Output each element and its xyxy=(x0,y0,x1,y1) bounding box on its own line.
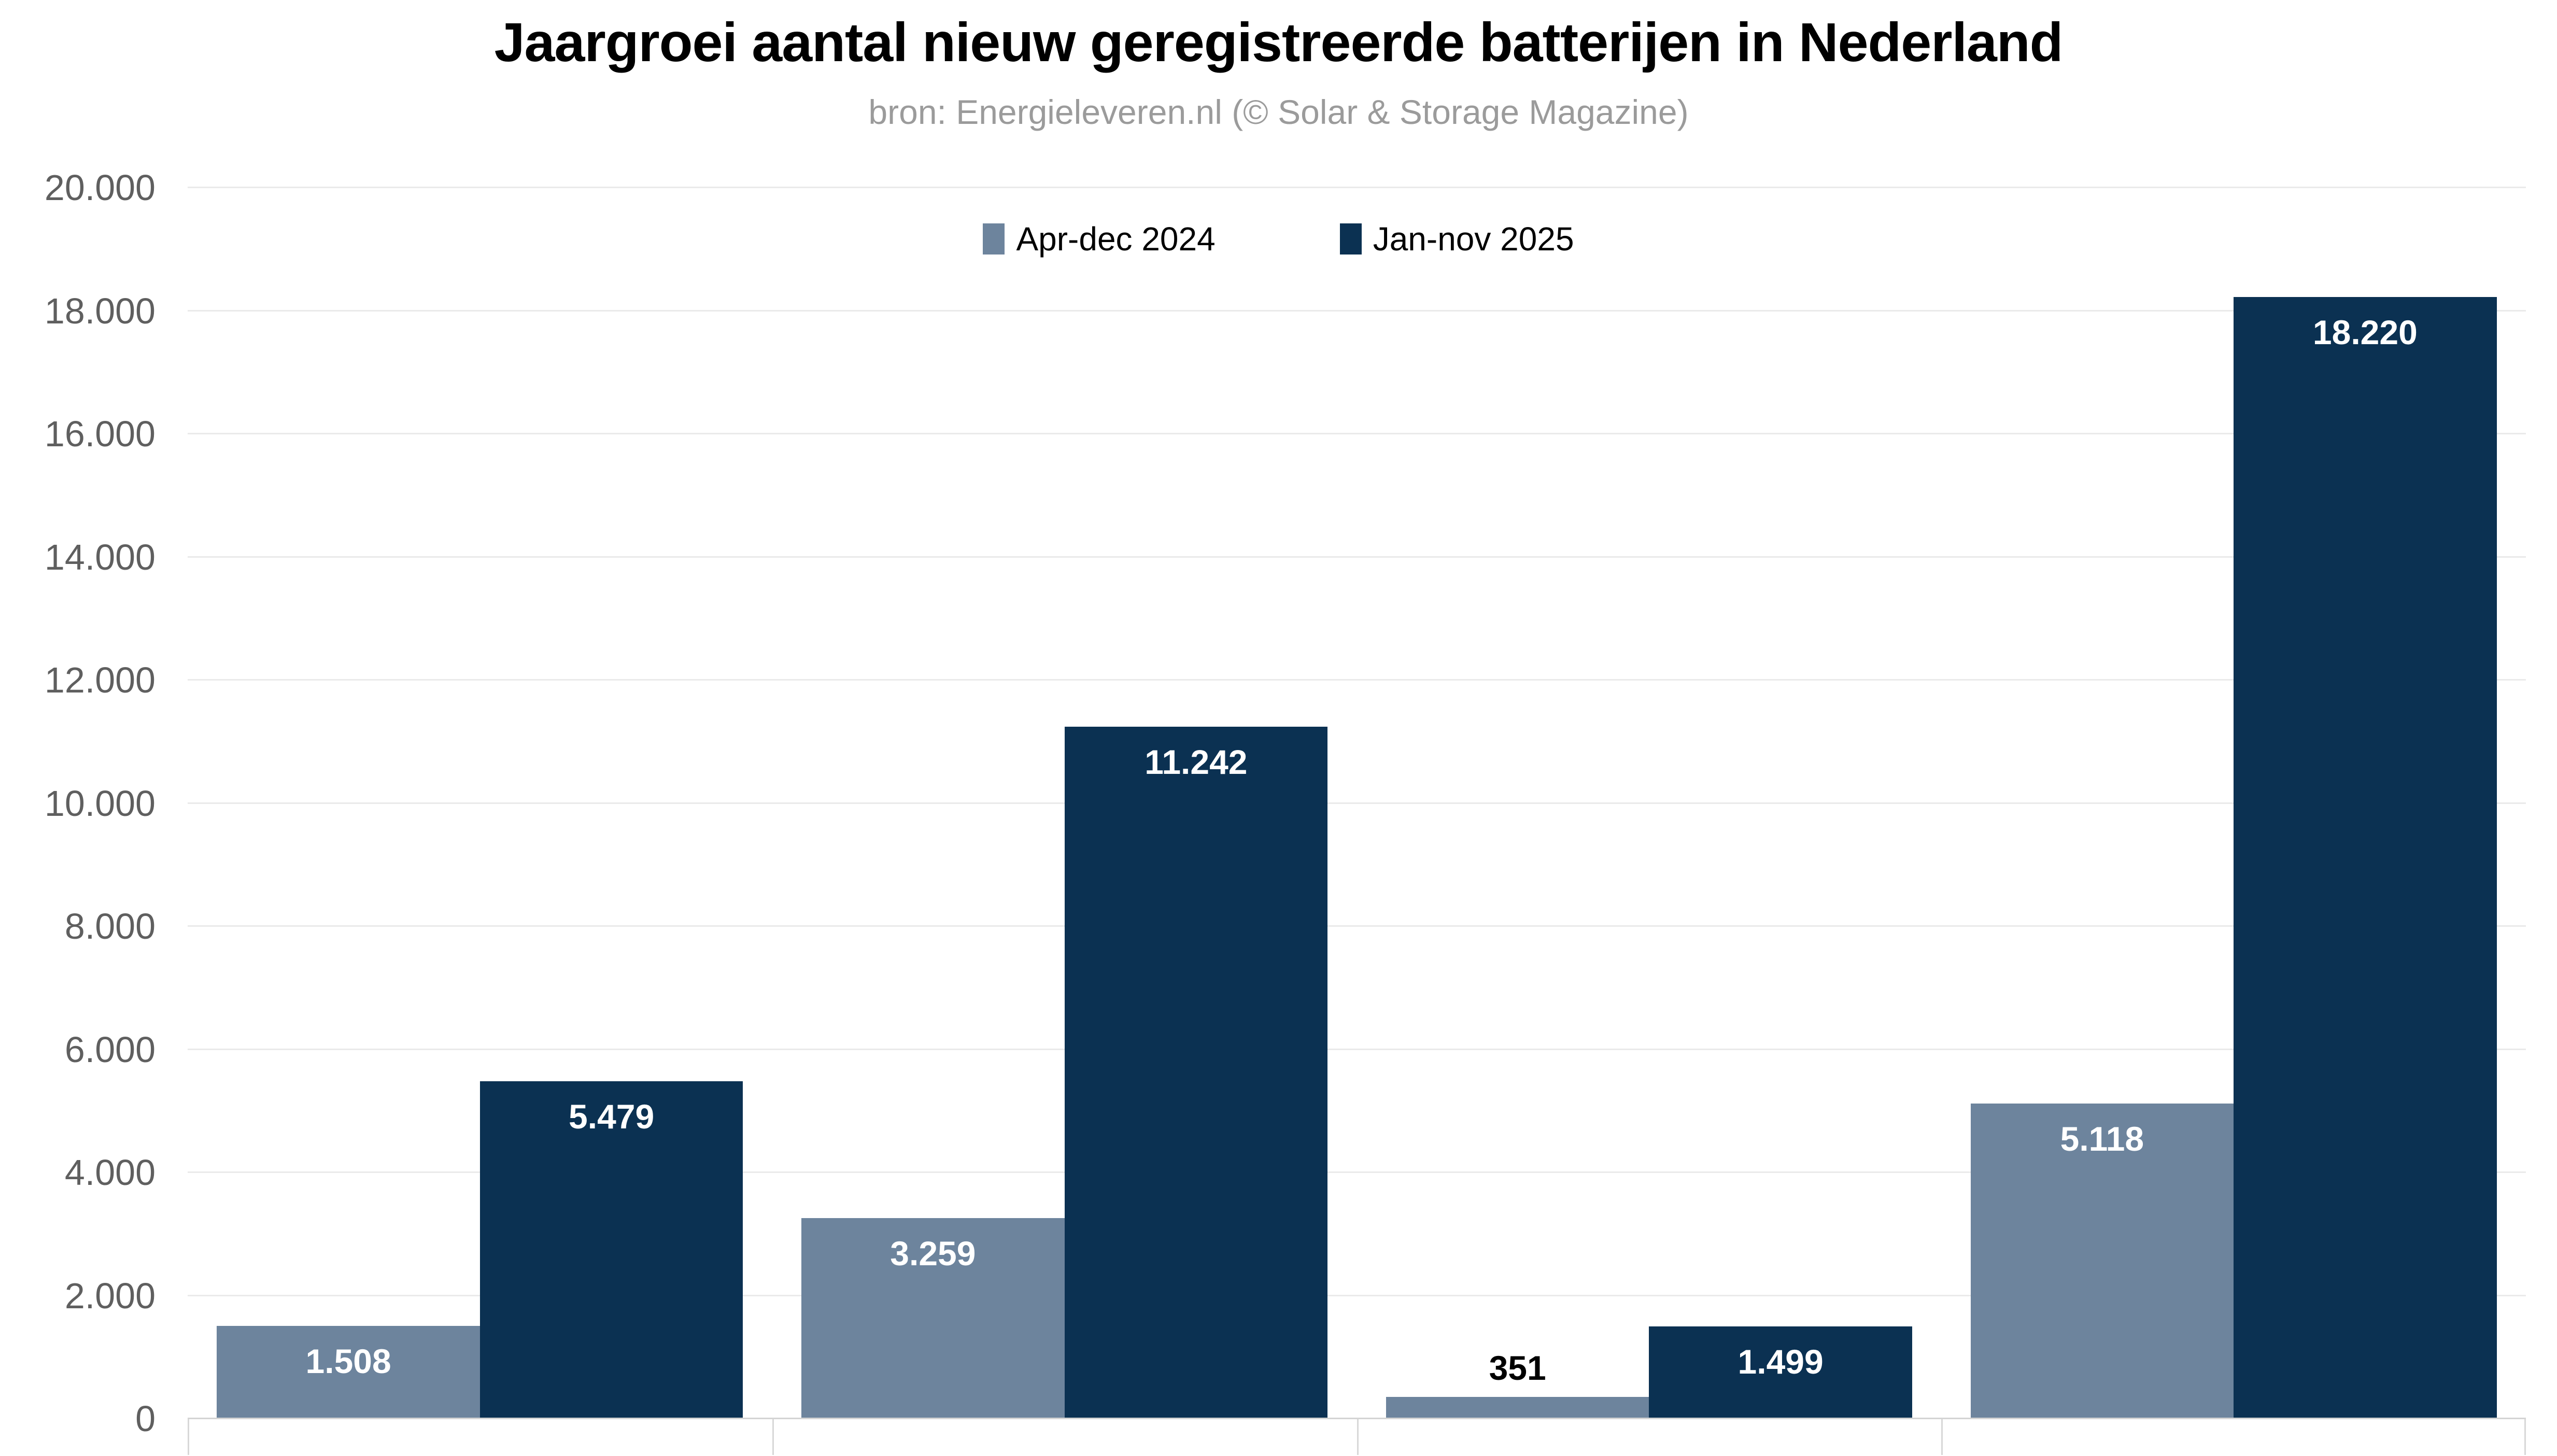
bar-group-2: 3.259 11.242 xyxy=(772,188,1357,1419)
gridline xyxy=(188,309,2526,312)
gridline xyxy=(188,556,2526,558)
bar-value-label: 351 xyxy=(1489,1349,1546,1388)
y-tick-label: 12.000 xyxy=(44,660,156,700)
bar-apr-dec-2024-group-3: 351 xyxy=(1386,1349,1649,1419)
x-axis-tick xyxy=(772,1419,774,1455)
y-tick-label: 14.000 xyxy=(44,536,156,577)
chart-subtitle: bron: Energieleveren.nl (© Solar & Stora… xyxy=(868,93,1689,131)
legend-label: Jan-nov 2025 xyxy=(1373,220,1574,258)
gridline xyxy=(188,925,2526,927)
gridline xyxy=(188,1294,2526,1296)
bar-jan-nov-2025-group-4: 18.220 xyxy=(2234,297,2497,1419)
y-tick-label: 6.000 xyxy=(64,1029,156,1070)
y-tick-label: 2.000 xyxy=(64,1275,156,1316)
gridline xyxy=(188,1048,2526,1050)
y-tick-label: 8.000 xyxy=(64,906,156,946)
bar-group-4: 5.118 18.220 xyxy=(1941,188,2526,1419)
x-axis-tick xyxy=(1941,1419,1943,1455)
bar-value-label: 1.499 xyxy=(1737,1342,1824,1381)
bar-value-label: 11.242 xyxy=(1145,743,1248,782)
x-axis-tick xyxy=(1357,1419,1359,1455)
bar-apr-dec-2024-group-4: 5.118 xyxy=(1970,1104,2234,1419)
bar-jan-nov-2025-group-1: 5.479 xyxy=(479,1081,743,1419)
y-tick-label: 18.000 xyxy=(44,290,156,331)
legend-item-jan-nov-2025: Jan-nov 2025 xyxy=(1339,220,1574,258)
legend-label: Apr-dec 2024 xyxy=(1016,220,1216,258)
bar-group-1: 1.508 5.479 xyxy=(188,188,772,1419)
bar-jan-nov-2025-group-3: 1.499 xyxy=(1649,1326,1912,1419)
gridline xyxy=(188,679,2526,681)
legend: Apr-dec 2024 Jan-nov 2025 xyxy=(0,220,2557,258)
y-tick-label: 20.000 xyxy=(44,167,156,208)
bar-value-label: 18.220 xyxy=(2312,313,2418,352)
x-axis-baseline xyxy=(188,1418,2526,1419)
chart-title: Jaargroei aantal nieuw geregistreerde ba… xyxy=(494,12,2064,73)
x-axis-tick xyxy=(188,1419,189,1455)
y-tick-label: 0 xyxy=(135,1398,156,1439)
bar-value-label: 5.118 xyxy=(2060,1120,2144,1158)
gridline xyxy=(188,433,2526,434)
bar-group-3: 351 1.499 xyxy=(1357,188,1942,1419)
gridline xyxy=(188,802,2526,804)
plot-area: 1.508 5.479 3.259 11.242 351 1.499 5.118 18.220 xyxy=(188,187,2526,1455)
bar-apr-dec-2024-group-1: 1.508 xyxy=(217,1325,480,1419)
gridline xyxy=(188,187,2526,188)
bar-value-label: 1.508 xyxy=(305,1341,391,1380)
gridline xyxy=(188,1171,2526,1173)
legend-swatch-icon xyxy=(1339,223,1362,255)
bar-jan-nov-2025-group-2: 11.242 xyxy=(1064,727,1328,1419)
legend-swatch-icon xyxy=(983,223,1005,255)
y-tick-label: 16.000 xyxy=(44,414,156,454)
bar-value-label: 5.479 xyxy=(569,1097,655,1136)
legend-item-apr-dec-2024: Apr-dec 2024 xyxy=(983,220,1216,258)
y-tick-label: 4.000 xyxy=(64,1152,156,1193)
y-tick-label: 10.000 xyxy=(44,783,156,824)
bar-value-label: 3.259 xyxy=(890,1234,976,1273)
x-axis-tick xyxy=(2524,1419,2526,1455)
bar-apr-dec-2024-group-2: 3.259 xyxy=(801,1218,1065,1419)
